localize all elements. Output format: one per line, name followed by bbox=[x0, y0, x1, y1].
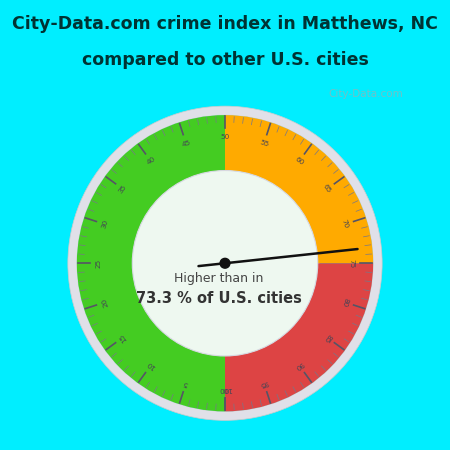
Text: City-Data.com: City-Data.com bbox=[328, 90, 403, 99]
Text: 5: 5 bbox=[183, 380, 189, 387]
Text: 85: 85 bbox=[322, 332, 332, 343]
Wedge shape bbox=[225, 115, 373, 263]
Text: compared to other U.S. cities: compared to other U.S. cities bbox=[81, 51, 369, 69]
Wedge shape bbox=[77, 115, 225, 411]
Text: 30: 30 bbox=[101, 219, 109, 230]
Text: 25: 25 bbox=[96, 259, 102, 268]
Text: 40: 40 bbox=[145, 156, 156, 166]
Text: 10: 10 bbox=[145, 360, 156, 370]
Text: Higher than in: Higher than in bbox=[174, 272, 263, 285]
Circle shape bbox=[132, 171, 318, 356]
Text: 45: 45 bbox=[180, 139, 191, 148]
Text: 20: 20 bbox=[101, 297, 109, 308]
Circle shape bbox=[220, 258, 230, 268]
Text: 70: 70 bbox=[341, 219, 349, 230]
Text: 55: 55 bbox=[259, 139, 270, 148]
Text: 95: 95 bbox=[259, 379, 270, 387]
Text: 75: 75 bbox=[348, 259, 354, 268]
Text: 73.3 % of U.S. cities: 73.3 % of U.S. cities bbox=[135, 291, 302, 306]
Wedge shape bbox=[225, 263, 373, 411]
Text: 80: 80 bbox=[341, 297, 349, 308]
Text: 65: 65 bbox=[322, 184, 332, 194]
Text: 100: 100 bbox=[218, 387, 232, 392]
Wedge shape bbox=[130, 169, 320, 358]
Text: 35: 35 bbox=[118, 184, 128, 194]
Text: 50: 50 bbox=[220, 134, 230, 140]
Wedge shape bbox=[68, 106, 382, 420]
Text: 60: 60 bbox=[294, 156, 305, 166]
Text: 0: 0 bbox=[223, 387, 227, 392]
Text: City-Data.com crime index in Matthews, NC: City-Data.com crime index in Matthews, N… bbox=[12, 15, 438, 33]
Text: 15: 15 bbox=[118, 332, 128, 343]
Text: 90: 90 bbox=[294, 360, 305, 370]
